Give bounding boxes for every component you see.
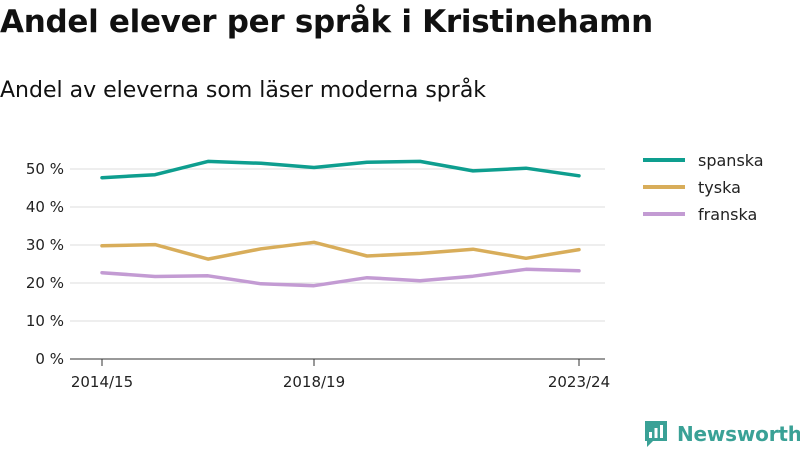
brand-name: Newsworthy [677, 422, 800, 446]
x-tick-label: 2023/24 [548, 373, 610, 391]
x-tick-label: 2018/19 [283, 373, 345, 391]
brand-logo: Newsworthy [643, 419, 800, 449]
series-lines [100, 159, 581, 288]
legend-label-spanska: spanska [698, 151, 764, 170]
y-tick-label: 10 % [26, 312, 64, 330]
x-axis: 2014/15 2018/19 2023/24 [70, 358, 610, 391]
chart-title: Andel elever per språk i Kristinehamn [0, 4, 653, 40]
series-line-franska [100, 267, 581, 288]
y-tick-label: 20 % [26, 274, 64, 292]
legend: spanska tyska franska [643, 151, 764, 224]
y-tick-label: 0 % [35, 350, 64, 368]
series-line-tyska [100, 240, 581, 261]
x-tick-label: 2014/15 [71, 373, 133, 391]
y-tick-label: 30 % [26, 236, 64, 254]
legend-label-franska: franska [698, 205, 757, 224]
bar-chart-speech-icon [645, 421, 667, 447]
legend-label-tyska: tyska [698, 178, 741, 197]
y-tick-label: 40 % [26, 198, 64, 216]
series-line-spanska [100, 159, 581, 180]
chart-subtitle: Andel av eleverna som läser moderna språ… [0, 78, 487, 103]
y-tick-label: 50 % [26, 160, 64, 178]
y-axis-ticks: 0 % 10 % 20 % 30 % 40 % 50 % [26, 160, 64, 368]
